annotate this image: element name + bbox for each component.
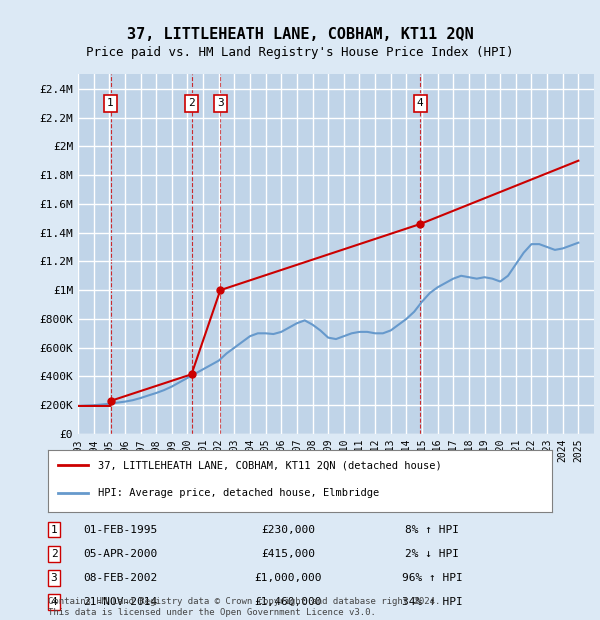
Text: £415,000: £415,000 xyxy=(261,549,315,559)
Text: 96% ↑ HPI: 96% ↑ HPI xyxy=(401,573,463,583)
Text: 01-FEB-1995: 01-FEB-1995 xyxy=(83,525,157,534)
Text: 2% ↓ HPI: 2% ↓ HPI xyxy=(405,549,459,559)
Text: 1: 1 xyxy=(50,525,58,534)
Text: Contains HM Land Registry data © Crown copyright and database right 2024.
This d: Contains HM Land Registry data © Crown c… xyxy=(48,598,440,617)
Text: 2: 2 xyxy=(50,549,58,559)
Text: Price paid vs. HM Land Registry's House Price Index (HPI): Price paid vs. HM Land Registry's House … xyxy=(86,46,514,59)
Text: 3: 3 xyxy=(217,98,224,108)
Text: £1,000,000: £1,000,000 xyxy=(254,573,322,583)
Text: 08-FEB-2002: 08-FEB-2002 xyxy=(83,573,157,583)
FancyBboxPatch shape xyxy=(78,74,594,434)
Text: £230,000: £230,000 xyxy=(261,525,315,534)
Text: 34% ↑ HPI: 34% ↑ HPI xyxy=(401,597,463,607)
Text: 4: 4 xyxy=(50,597,58,607)
Text: 8% ↑ HPI: 8% ↑ HPI xyxy=(405,525,459,534)
Text: 21-NOV-2014: 21-NOV-2014 xyxy=(83,597,157,607)
Text: 2: 2 xyxy=(188,98,195,108)
Text: 37, LITTLEHEATH LANE, COBHAM, KT11 2QN (detached house): 37, LITTLEHEATH LANE, COBHAM, KT11 2QN (… xyxy=(98,460,442,470)
Text: 37, LITTLEHEATH LANE, COBHAM, KT11 2QN: 37, LITTLEHEATH LANE, COBHAM, KT11 2QN xyxy=(127,27,473,42)
Text: £1,460,000: £1,460,000 xyxy=(254,597,322,607)
Text: 1: 1 xyxy=(107,98,114,108)
Text: 4: 4 xyxy=(417,98,424,108)
Text: 3: 3 xyxy=(50,573,58,583)
Text: HPI: Average price, detached house, Elmbridge: HPI: Average price, detached house, Elmb… xyxy=(98,488,380,498)
Text: 05-APR-2000: 05-APR-2000 xyxy=(83,549,157,559)
